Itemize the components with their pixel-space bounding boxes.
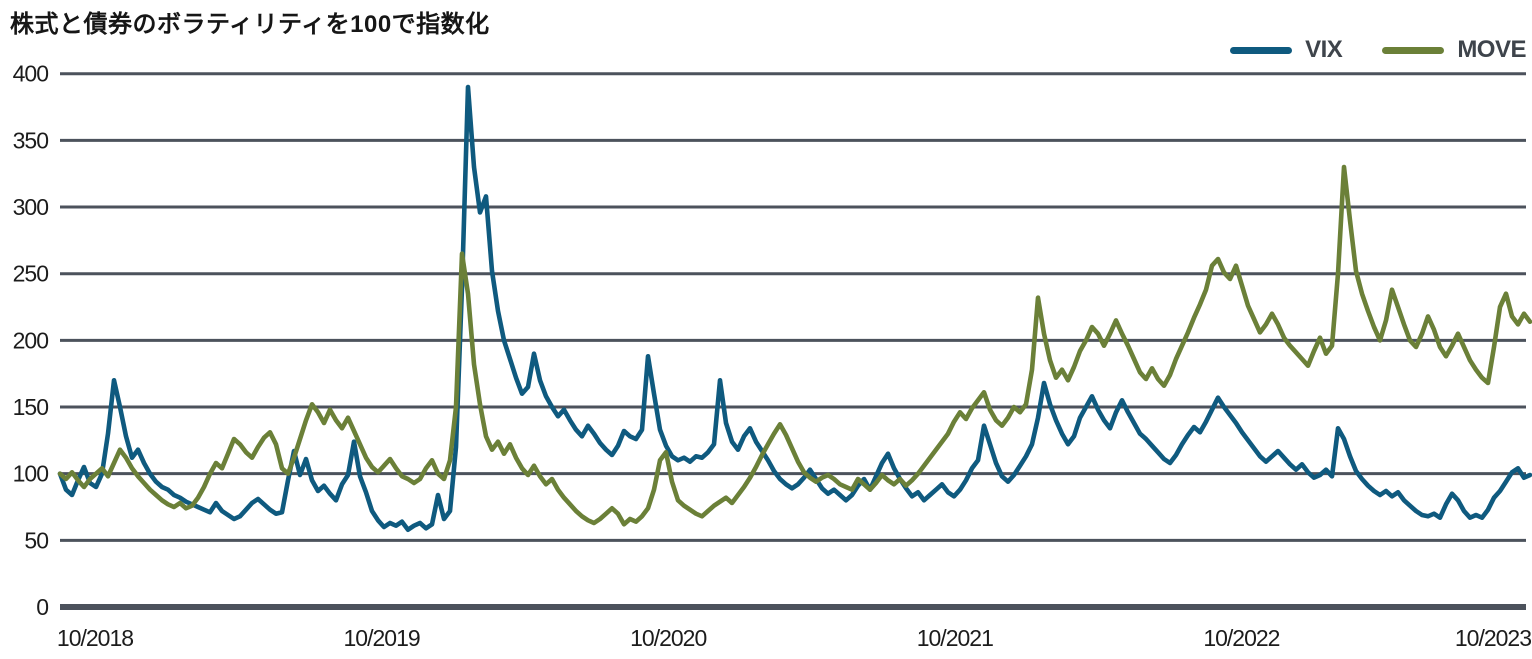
x-axis-label: 10/2019 — [344, 625, 420, 651]
x-axis-label: 10/2022 — [1203, 625, 1279, 651]
y-axis-label: 300 — [13, 194, 49, 220]
y-axis-label: 0 — [36, 594, 48, 620]
y-axis-label: 50 — [24, 527, 48, 553]
y-axis-label: 100 — [13, 461, 49, 487]
x-axis-label: 10/2021 — [917, 625, 993, 651]
legend-item-move: MOVE — [1382, 36, 1526, 64]
x-axis-label: 10/2018 — [57, 625, 133, 651]
move-legend-label: MOVE — [1457, 36, 1526, 63]
move-line — [57, 164, 1532, 527]
vix-line-swatch — [1230, 46, 1293, 54]
x-axis-label: 10/2023 — [1455, 625, 1531, 651]
vix-legend-label: VIX — [1305, 36, 1343, 63]
vix-line — [57, 84, 1532, 533]
y-axis-label: 250 — [13, 261, 49, 287]
chart-title: 株式と債券のボラティリティを100で指数化 — [10, 11, 490, 38]
y-axis-label: 200 — [13, 327, 49, 353]
y-axis-label: 400 — [13, 61, 49, 87]
legend: VIX MOVE — [1230, 36, 1526, 64]
legend-item-vix: VIX — [1230, 36, 1343, 64]
x-axis-label: 10/2020 — [630, 625, 706, 651]
move-line-swatch — [1382, 46, 1445, 54]
y-axis-label: 150 — [13, 394, 49, 420]
y-axis-label: 350 — [13, 127, 49, 153]
